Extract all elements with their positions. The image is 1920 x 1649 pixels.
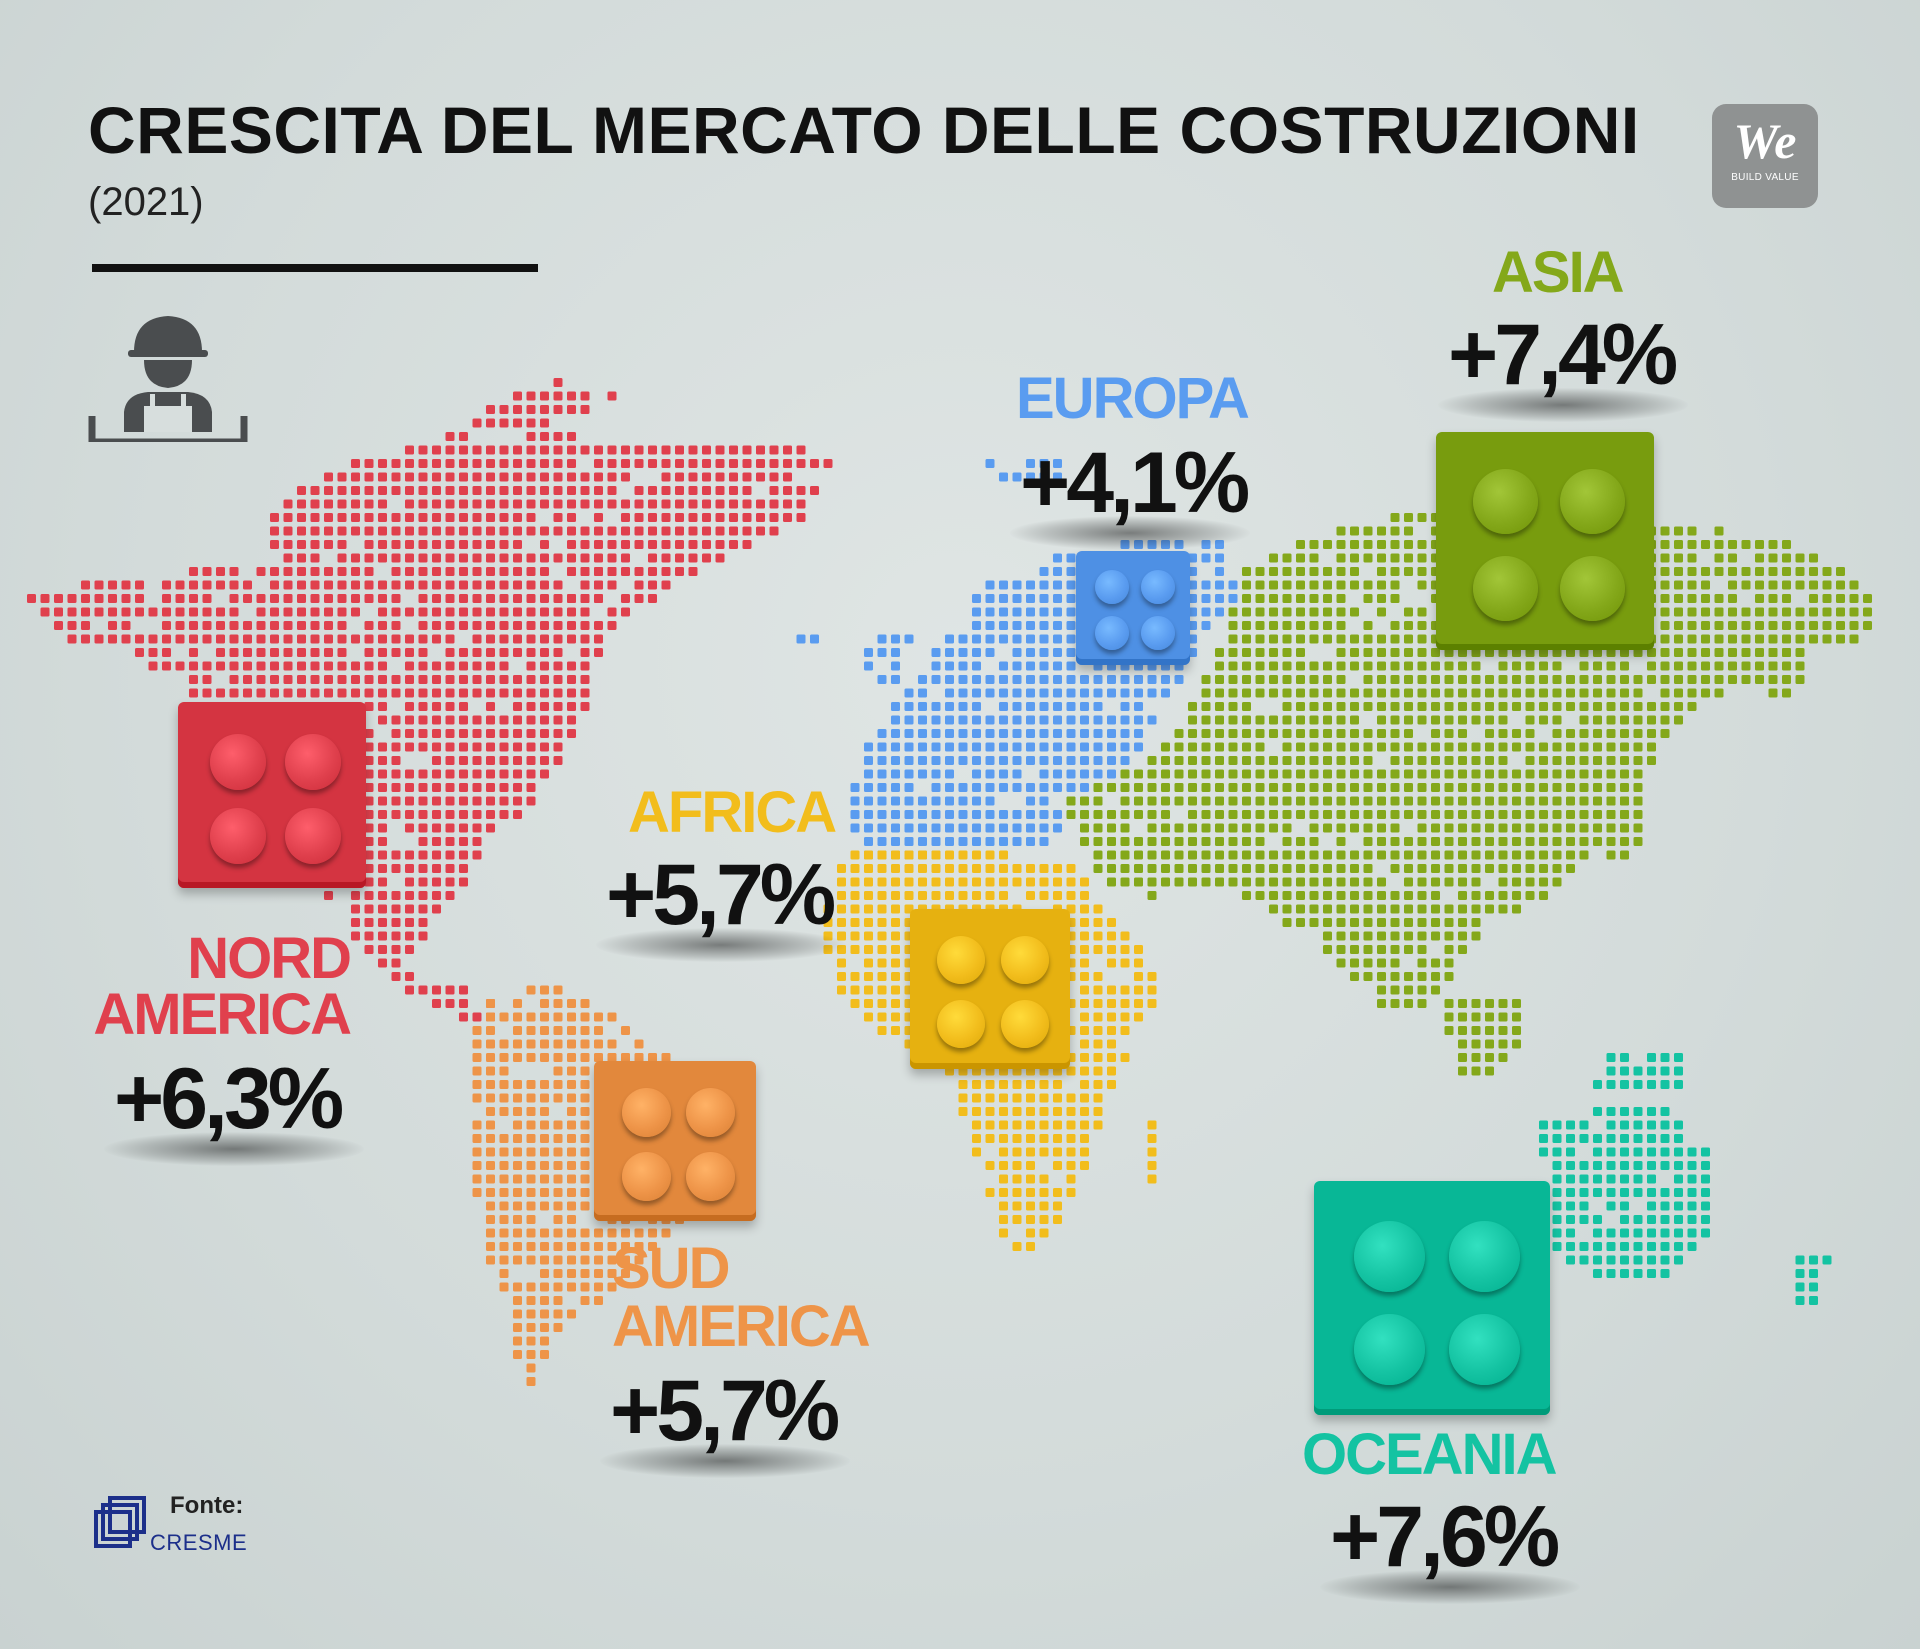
brick-sud-america [594,1061,756,1221]
page-title: CRESCITA DEL MERCATO DELLE COSTRUZIONI [88,93,1640,167]
brick-europa [1076,551,1190,665]
brick-stud [1449,1221,1520,1292]
brick-stud [1095,616,1129,650]
logo-wordmark: We [1733,113,1797,169]
brick-asia [1436,432,1654,650]
brick-stud [937,936,985,984]
brick-stud [1141,570,1175,604]
source-label: Fonte: [170,1492,244,1519]
brick-stud [210,734,266,790]
brick-oceania [1314,1181,1550,1415]
brick-stud [1354,1221,1425,1292]
map-dots-oceania [1539,1053,1832,1305]
region-value: +7,4% [1448,307,1678,403]
page-subtitle: (2021) [88,180,204,224]
region-value: +7,6% [1330,1489,1560,1585]
region-name: EUROPA [1016,366,1250,431]
region-name: SUD [612,1236,730,1301]
value-shadow [104,1132,364,1166]
cresme-logo-icon [94,1496,146,1548]
brick-stud [1449,1314,1520,1385]
region-value: +4,1% [1020,435,1250,531]
brick-africa [910,909,1070,1069]
brick-stud [1354,1314,1425,1385]
region-name: AFRICA [628,780,837,845]
brick-stud [1095,570,1129,604]
brick-stud [1473,469,1538,534]
brick-stud [1001,1000,1049,1048]
brick-stud [622,1152,671,1201]
brick-nord-america [178,702,366,888]
brick-stud [1001,936,1049,984]
value-shadow [1320,1570,1580,1604]
brick-stud [1560,556,1625,621]
value-shadow [1010,516,1250,550]
brick-stud [1473,556,1538,621]
logo-tagline: BUILD VALUE [1731,172,1799,183]
map-dots-europa [796,459,1238,860]
region-name: AMERICA [612,1294,871,1359]
region-value: +6,3% [114,1051,344,1147]
map-dots-nord-america [27,378,833,1022]
brick-stud [937,1000,985,1048]
value-shadow [600,1444,850,1478]
region-value: +5,7% [606,847,836,943]
webuild-logo: We BUILD VALUE [1712,104,1818,208]
construction-worker-icon [88,316,248,442]
brick-stud [686,1088,735,1137]
brick-stud [1560,469,1625,534]
brick-stud [285,734,341,790]
title-divider [92,264,538,272]
region-name: OCEANIA [1302,1422,1557,1487]
brick-stud [1141,616,1175,650]
brick-stud [686,1152,735,1201]
brick-stud [285,808,341,864]
brick-stud [210,808,266,864]
brick-stud [622,1088,671,1137]
value-shadow [1438,388,1688,422]
region-value: +5,7% [610,1363,840,1459]
region-name: NORD [187,926,352,991]
source-name: CRESME [150,1530,248,1555]
value-shadow [596,928,846,962]
region-name: AMERICA [93,982,352,1047]
region-name: ASIA [1492,240,1625,305]
